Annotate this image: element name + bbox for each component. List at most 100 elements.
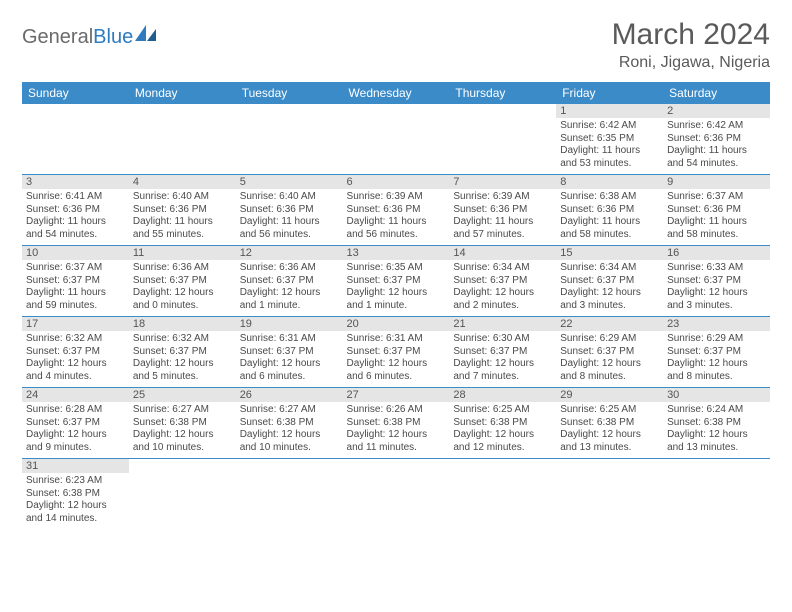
sunset-line: Sunset: 6:37 PM [347, 346, 446, 359]
daylight-line: Daylight: 12 hours and 0 minutes. [133, 287, 232, 312]
day-number: 27 [343, 388, 450, 402]
daylight-line: Daylight: 12 hours and 5 minutes. [133, 358, 232, 383]
weekday-header: Wednesday [343, 82, 450, 104]
daylight-line: Daylight: 12 hours and 1 minute. [347, 287, 446, 312]
daylight-line: Daylight: 11 hours and 55 minutes. [133, 216, 232, 241]
calendar-cell: . [129, 459, 236, 530]
day-number: 11 [129, 246, 236, 260]
sunrise-line: Sunrise: 6:42 AM [667, 120, 766, 133]
logo: GeneralBlue [22, 24, 157, 50]
daylight-line: Daylight: 12 hours and 13 minutes. [560, 429, 659, 454]
day-number: 17 [22, 317, 129, 331]
sunset-line: Sunset: 6:37 PM [667, 275, 766, 288]
calendar-cell: . [129, 104, 236, 175]
calendar-cell: . [343, 459, 450, 530]
day-number: 3 [22, 175, 129, 189]
day-number: 7 [449, 175, 556, 189]
sunset-line: Sunset: 6:36 PM [347, 204, 446, 217]
day-number: 31 [22, 459, 129, 473]
weekday-header: Friday [556, 82, 663, 104]
calendar-cell: 12Sunrise: 6:36 AMSunset: 6:37 PMDayligh… [236, 246, 343, 317]
calendar-cell: 23Sunrise: 6:29 AMSunset: 6:37 PMDayligh… [663, 317, 770, 388]
day-number: 25 [129, 388, 236, 402]
calendar-row: 31Sunrise: 6:23 AMSunset: 6:38 PMDayligh… [22, 459, 770, 530]
day-number: 9 [663, 175, 770, 189]
day-number: 13 [343, 246, 450, 260]
sunrise-line: Sunrise: 6:36 AM [133, 262, 232, 275]
daylight-line: Daylight: 11 hours and 59 minutes. [26, 287, 125, 312]
daylight-line: Daylight: 12 hours and 8 minutes. [560, 358, 659, 383]
day-number: 4 [129, 175, 236, 189]
sunset-line: Sunset: 6:38 PM [133, 417, 232, 430]
calendar-cell: 19Sunrise: 6:31 AMSunset: 6:37 PMDayligh… [236, 317, 343, 388]
sunrise-line: Sunrise: 6:28 AM [26, 404, 125, 417]
logo-text-blue: Blue [93, 26, 133, 49]
daylight-line: Daylight: 12 hours and 3 minutes. [560, 287, 659, 312]
day-number: 10 [22, 246, 129, 260]
calendar-cell: . [236, 104, 343, 175]
calendar-cell: 13Sunrise: 6:35 AMSunset: 6:37 PMDayligh… [343, 246, 450, 317]
day-number: 29 [556, 388, 663, 402]
calendar-row: 17Sunrise: 6:32 AMSunset: 6:37 PMDayligh… [22, 317, 770, 388]
day-number: 22 [556, 317, 663, 331]
logo-text-general: General [22, 26, 93, 49]
calendar-row: 10Sunrise: 6:37 AMSunset: 6:37 PMDayligh… [22, 246, 770, 317]
daylight-line: Daylight: 12 hours and 6 minutes. [347, 358, 446, 383]
day-number: 5 [236, 175, 343, 189]
weekday-header: Monday [129, 82, 236, 104]
sunrise-line: Sunrise: 6:31 AM [240, 333, 339, 346]
sunset-line: Sunset: 6:37 PM [26, 275, 125, 288]
calendar-cell: 26Sunrise: 6:27 AMSunset: 6:38 PMDayligh… [236, 388, 343, 459]
sunrise-line: Sunrise: 6:40 AM [240, 191, 339, 204]
sunset-line: Sunset: 6:36 PM [667, 204, 766, 217]
sunset-line: Sunset: 6:38 PM [347, 417, 446, 430]
calendar-cell: 16Sunrise: 6:33 AMSunset: 6:37 PMDayligh… [663, 246, 770, 317]
calendar-cell: . [343, 104, 450, 175]
calendar-cell: 24Sunrise: 6:28 AMSunset: 6:37 PMDayligh… [22, 388, 129, 459]
calendar-cell: . [449, 459, 556, 530]
calendar-cell: 21Sunrise: 6:30 AMSunset: 6:37 PMDayligh… [449, 317, 556, 388]
sunset-line: Sunset: 6:38 PM [240, 417, 339, 430]
sunset-line: Sunset: 6:38 PM [560, 417, 659, 430]
sunset-line: Sunset: 6:38 PM [667, 417, 766, 430]
sunset-line: Sunset: 6:36 PM [133, 204, 232, 217]
calendar-table: SundayMondayTuesdayWednesdayThursdayFrid… [22, 82, 770, 529]
daylight-line: Daylight: 12 hours and 4 minutes. [26, 358, 125, 383]
daylight-line: Daylight: 12 hours and 10 minutes. [240, 429, 339, 454]
calendar-cell: 10Sunrise: 6:37 AMSunset: 6:37 PMDayligh… [22, 246, 129, 317]
daylight-line: Daylight: 12 hours and 7 minutes. [453, 358, 552, 383]
daylight-line: Daylight: 11 hours and 58 minutes. [560, 216, 659, 241]
calendar-cell: 17Sunrise: 6:32 AMSunset: 6:37 PMDayligh… [22, 317, 129, 388]
sunrise-line: Sunrise: 6:29 AM [560, 333, 659, 346]
calendar-cell: 28Sunrise: 6:25 AMSunset: 6:38 PMDayligh… [449, 388, 556, 459]
calendar-cell: 2Sunrise: 6:42 AMSunset: 6:36 PMDaylight… [663, 104, 770, 175]
sunrise-line: Sunrise: 6:23 AM [26, 475, 125, 488]
sunset-line: Sunset: 6:37 PM [26, 417, 125, 430]
calendar-row: 3Sunrise: 6:41 AMSunset: 6:36 PMDaylight… [22, 175, 770, 246]
sunrise-line: Sunrise: 6:36 AM [240, 262, 339, 275]
logo-sail-icon [135, 24, 157, 42]
daylight-line: Daylight: 11 hours and 56 minutes. [240, 216, 339, 241]
day-number: 26 [236, 388, 343, 402]
header: GeneralBlue March 2024 Roni, Jigawa, Nig… [22, 18, 770, 72]
calendar-cell: 9Sunrise: 6:37 AMSunset: 6:36 PMDaylight… [663, 175, 770, 246]
day-number: 21 [449, 317, 556, 331]
daylight-line: Daylight: 11 hours and 57 minutes. [453, 216, 552, 241]
calendar-cell: . [556, 459, 663, 530]
sunrise-line: Sunrise: 6:34 AM [560, 262, 659, 275]
sunrise-line: Sunrise: 6:31 AM [347, 333, 446, 346]
sunrise-line: Sunrise: 6:32 AM [133, 333, 232, 346]
daylight-line: Daylight: 11 hours and 54 minutes. [667, 145, 766, 170]
daylight-line: Daylight: 12 hours and 2 minutes. [453, 287, 552, 312]
sunrise-line: Sunrise: 6:38 AM [560, 191, 659, 204]
calendar-cell: 29Sunrise: 6:25 AMSunset: 6:38 PMDayligh… [556, 388, 663, 459]
day-number: 23 [663, 317, 770, 331]
calendar-cell: 27Sunrise: 6:26 AMSunset: 6:38 PMDayligh… [343, 388, 450, 459]
daylight-line: Daylight: 12 hours and 10 minutes. [133, 429, 232, 454]
calendar-cell: 1Sunrise: 6:42 AMSunset: 6:35 PMDaylight… [556, 104, 663, 175]
daylight-line: Daylight: 11 hours and 58 minutes. [667, 216, 766, 241]
calendar-cell: 14Sunrise: 6:34 AMSunset: 6:37 PMDayligh… [449, 246, 556, 317]
sunset-line: Sunset: 6:36 PM [240, 204, 339, 217]
sunset-line: Sunset: 6:38 PM [26, 488, 125, 501]
daylight-line: Daylight: 11 hours and 53 minutes. [560, 145, 659, 170]
